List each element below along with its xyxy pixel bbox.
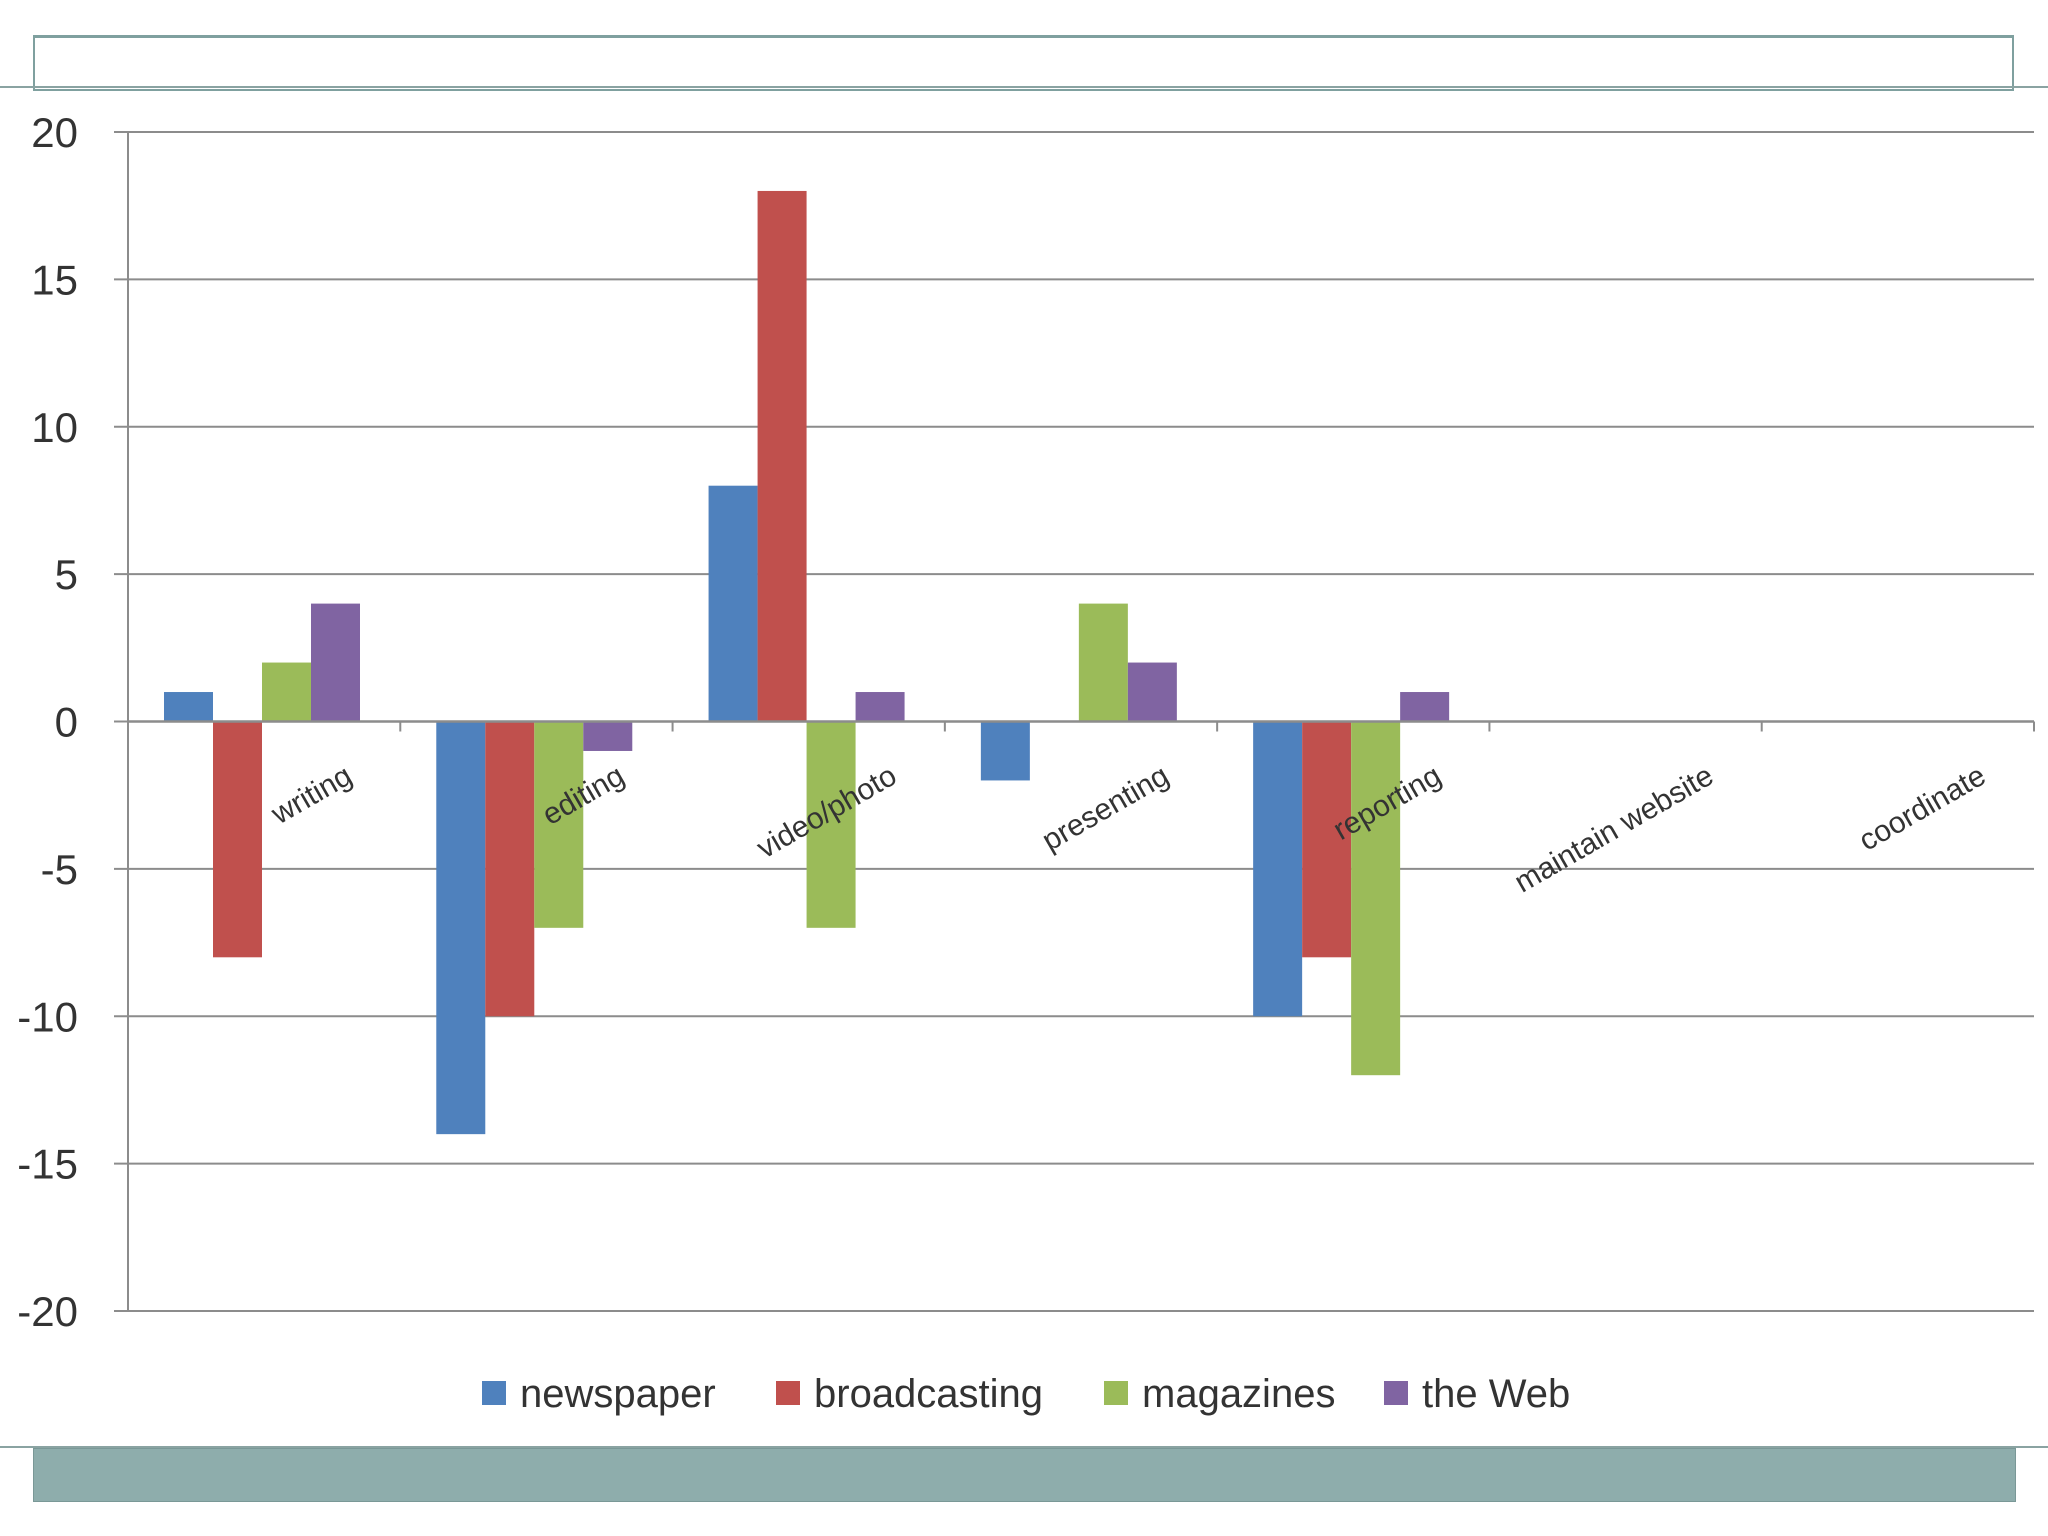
y-axis-ticks: 20 15 10 5 0 -5 -10 -15 -20 xyxy=(17,109,128,1335)
legend: newspaper broadcasting magazines the Web xyxy=(482,1372,1570,1416)
bar-the-web-reporting xyxy=(1400,692,1450,722)
legend-label: newspaper xyxy=(520,1372,716,1416)
bar-magazines-video-photo xyxy=(806,721,856,928)
bar-magazines-writing xyxy=(262,662,311,722)
bar-magazines-presenting xyxy=(1078,603,1128,722)
x-tick-label: coordinate xyxy=(1854,759,1992,858)
bar-the-web-video-photo xyxy=(855,692,905,722)
y-tick-label: -10 xyxy=(17,993,78,1040)
y-tick-label: 15 xyxy=(31,256,78,303)
bar-newspaper-reporting xyxy=(1253,721,1303,1017)
axes xyxy=(127,132,2035,1311)
x-tick-label: presenting xyxy=(1037,759,1175,858)
footer-bar xyxy=(33,1448,2016,1502)
bar-newspaper-writing xyxy=(164,692,213,722)
y-tick-label: 0 xyxy=(55,699,78,746)
bar-broadcasting-writing xyxy=(213,721,262,958)
bar-newspaper-presenting xyxy=(980,721,1030,781)
bar-broadcasting-video-photo xyxy=(757,190,807,722)
bar-broadcasting-reporting xyxy=(1302,721,1352,958)
y-tick-label: 5 xyxy=(55,551,78,598)
legend-swatch-newspaper xyxy=(482,1381,506,1405)
bar-the-web-presenting xyxy=(1127,662,1177,722)
y-tick-label: -5 xyxy=(41,846,78,893)
bottom-divider xyxy=(0,1446,2048,1448)
y-tick-label: -15 xyxy=(17,1141,78,1188)
y-tick-label: -20 xyxy=(17,1288,78,1335)
bar-the-web-editing xyxy=(583,721,633,751)
legend-swatch-the-web xyxy=(1384,1381,1408,1405)
bar-newspaper-editing xyxy=(436,721,486,1135)
bar-broadcasting-editing xyxy=(485,721,535,1017)
y-tick-label: 10 xyxy=(31,404,78,451)
bar-magazines-reporting xyxy=(1351,721,1401,1076)
legend-label: magazines xyxy=(1142,1372,1335,1416)
legend-swatch-broadcasting xyxy=(776,1381,800,1405)
bar-magazines-editing xyxy=(534,721,584,928)
bars xyxy=(164,190,1450,1135)
legend-label: the Web xyxy=(1422,1372,1570,1416)
legend-swatch-magazines xyxy=(1104,1381,1128,1405)
y-tick-label: 20 xyxy=(31,109,78,156)
legend-label: broadcasting xyxy=(814,1372,1043,1416)
title-frame xyxy=(33,35,2014,91)
bar-newspaper-video-photo xyxy=(708,485,758,722)
x-tick-label: maintain website xyxy=(1509,759,1719,899)
x-tick-label: writing xyxy=(265,759,357,831)
bar-the-web-writing xyxy=(311,603,360,722)
top-divider xyxy=(0,86,2048,88)
